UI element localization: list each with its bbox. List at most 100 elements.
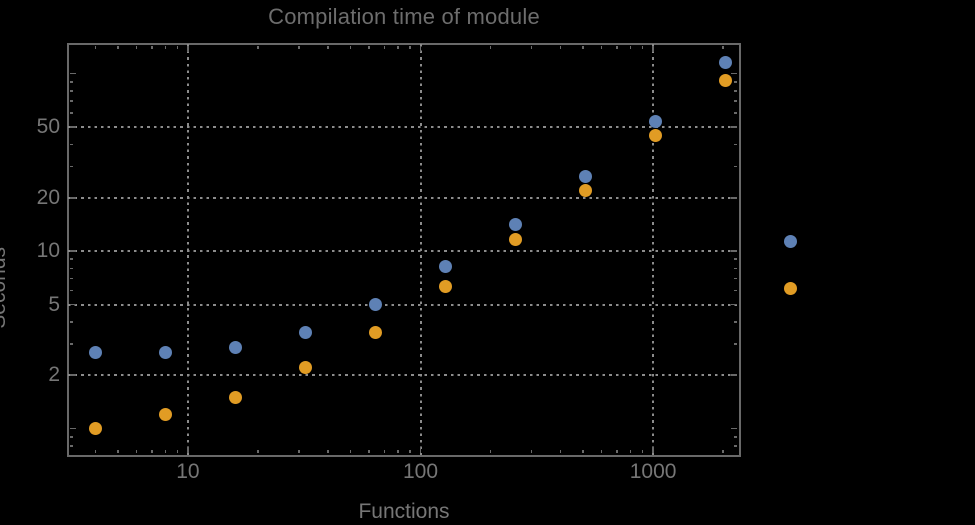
x-tick-top-400	[559, 46, 562, 49]
x-tick-top-300	[530, 46, 533, 49]
y-tick-right-0.9	[734, 435, 737, 438]
x-tick-top-900	[641, 46, 644, 49]
y-tick-5	[70, 303, 76, 306]
y-tick-right-7	[734, 277, 737, 280]
data-point-series-blue-x1024	[649, 114, 663, 128]
x-tick-7	[151, 450, 153, 453]
y-tick-100	[70, 72, 76, 75]
y-tick-right-90	[734, 81, 737, 83]
y-tick-60	[70, 112, 73, 114]
x-tick-top-2000	[722, 46, 724, 49]
y-tick-right-100	[731, 72, 737, 75]
gridline-y-2	[68, 374, 739, 377]
x-tick-300	[530, 450, 533, 453]
y-tick-label-20: 20	[36, 185, 60, 209]
x-tick-top-4	[94, 46, 97, 49]
data-point-series-blue-x128	[438, 259, 452, 273]
y-tick-label-10: 10	[36, 239, 60, 263]
y-tick-right-50	[731, 126, 737, 128]
x-tick-top-10	[187, 46, 189, 52]
y-tick-9	[70, 258, 73, 261]
x-tick-900	[641, 450, 644, 453]
x-tick-700	[616, 450, 618, 453]
data-point-series-blue-x4	[88, 345, 102, 359]
x-tick-label-10: 10	[176, 460, 200, 483]
x-tick-top-500	[582, 46, 584, 49]
y-tick-right-10	[731, 250, 737, 252]
x-axis-label: Functions	[358, 500, 450, 523]
x-tick-top-80	[397, 46, 399, 49]
y-tick-right-60	[734, 112, 737, 114]
x-tick-600	[600, 450, 603, 453]
y-tick-right-4	[734, 320, 737, 323]
x-tick-top-90	[409, 46, 411, 49]
x-tick-2000	[722, 450, 724, 453]
y-tick-right-2	[731, 374, 737, 376]
x-tick-40	[327, 450, 329, 453]
x-tick-6	[135, 450, 138, 453]
y-tick-90	[70, 81, 73, 83]
x-tick-80	[397, 450, 399, 453]
gridline-x-100	[419, 44, 422, 455]
y-tick-80	[70, 90, 73, 92]
x-tick-70	[383, 450, 386, 453]
x-tick-top-200	[489, 46, 492, 49]
x-tick-5	[117, 450, 119, 453]
chart-title: Compilation time of module	[268, 4, 540, 29]
gridline-x-10	[186, 44, 189, 455]
data-point-series-orange-x128	[438, 280, 452, 294]
x-tick-90	[409, 450, 411, 453]
x-tick-20	[257, 450, 259, 453]
x-tick-top-700	[616, 46, 618, 49]
y-tick-3	[70, 343, 73, 345]
y-tick-0.9	[70, 435, 73, 438]
y-tick-right-30	[734, 165, 737, 168]
y-tick-right-8	[734, 267, 737, 270]
x-tick-top-100	[419, 46, 422, 52]
x-tick-top-6	[135, 46, 138, 49]
gridline-y-20	[68, 196, 739, 199]
y-tick-label-50: 50	[36, 115, 60, 139]
gridline-y-5	[68, 303, 739, 306]
y-tick-right-5	[731, 303, 737, 306]
data-point-series-blue-x64	[368, 298, 382, 312]
x-tick-top-70	[383, 46, 386, 49]
x-tick-8	[164, 450, 167, 453]
y-tick-0.8	[70, 445, 73, 447]
y-tick-label-5: 5	[48, 292, 60, 316]
data-point-series-orange-x4	[88, 422, 102, 436]
y-tick-right-1	[731, 427, 737, 430]
y-tick-2	[70, 374, 76, 376]
x-tick-top-800	[629, 46, 632, 49]
x-tick-top-50	[349, 46, 352, 49]
y-tick-right-70	[734, 100, 737, 102]
x-tick-800	[629, 450, 632, 453]
x-tick-top-8	[164, 46, 167, 49]
data-point-series-blue-x512	[579, 169, 592, 183]
x-tick-top-5	[117, 46, 119, 49]
y-tick-8	[70, 267, 73, 270]
y-tick-right-20	[731, 196, 737, 199]
y-tick-10	[70, 250, 76, 252]
x-tick-60	[368, 450, 370, 453]
data-point-series-orange-x8	[158, 408, 172, 422]
gridline-x-1000	[652, 44, 655, 455]
x-tick-50	[349, 450, 352, 453]
y-tick-right-80	[734, 90, 737, 92]
y-tick-right-40	[734, 143, 737, 146]
data-point-series-orange-x16	[228, 390, 242, 404]
x-tick-10	[187, 447, 189, 453]
data-point-series-orange-x64	[368, 325, 382, 339]
y-tick-30	[70, 165, 73, 168]
x-tick-top-9	[176, 46, 179, 49]
y-tick-4	[70, 320, 73, 323]
x-tick-label-100: 100	[403, 460, 439, 483]
data-point-series-orange-x32	[298, 361, 312, 375]
y-tick-50	[70, 126, 76, 128]
x-tick-9	[176, 450, 179, 453]
y-axis-label-text: Seconds	[0, 246, 10, 329]
y-tick-6	[70, 289, 73, 292]
y-tick-right-9	[734, 258, 737, 261]
data-point-series-blue-x16	[228, 341, 242, 355]
y-tick-1	[70, 427, 76, 430]
